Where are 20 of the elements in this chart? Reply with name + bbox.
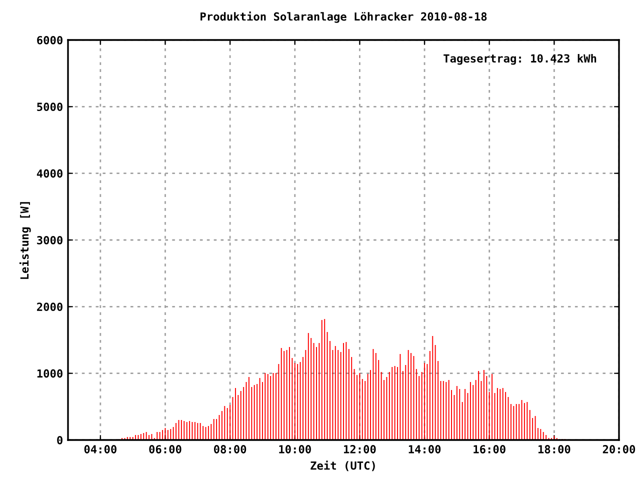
- annotation: Tagesertrag: 10.423 kWh: [444, 54, 596, 65]
- chart-title: Produktion Solaranlage Löhracker 2010-08-18: [200, 12, 487, 23]
- y-tick-label: 1000: [37, 369, 62, 378]
- x-tick-label: 12:00: [344, 445, 376, 454]
- x-axis-title: Zeit (UTC): [310, 460, 375, 472]
- x-tick-label: 16:00: [474, 445, 506, 454]
- x-tick-label: 08:00: [214, 445, 246, 454]
- x-tick-label: 06:00: [149, 445, 182, 454]
- y-axis-title: Leistung [W]: [19, 202, 31, 279]
- x-tick-label: 18:00: [538, 445, 570, 454]
- x-tick-label: 04:00: [84, 445, 116, 454]
- y-tick-label: 3000: [37, 236, 62, 244]
- y-tick-label: 5000: [37, 102, 62, 112]
- x-tick-label: 20:00: [602, 445, 636, 454]
- x-tick-label: 14:00: [408, 445, 441, 454]
- y-tick-label: 6000: [37, 36, 62, 44]
- y-tick-label: 4000: [36, 169, 62, 178]
- y-tick-label: 0: [57, 436, 62, 444]
- x-tick-label: 10:00: [279, 445, 311, 454]
- y-tick-label: 2000: [37, 302, 62, 312]
